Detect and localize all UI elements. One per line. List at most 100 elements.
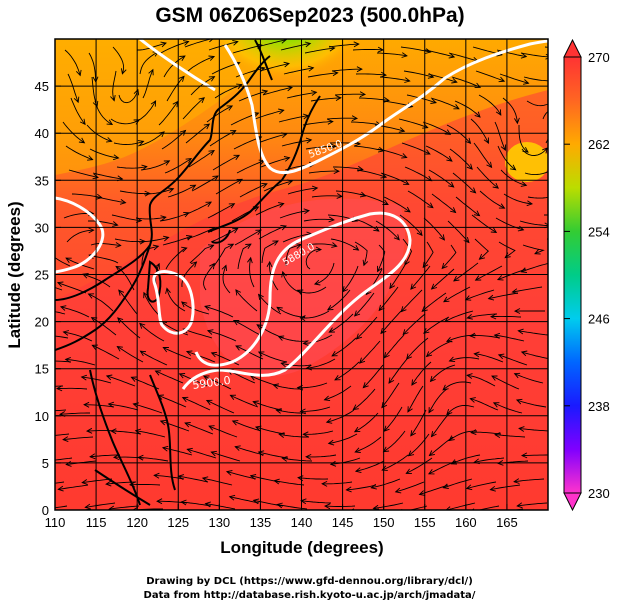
streamline-arrowhead — [326, 304, 334, 311]
streamline — [66, 229, 94, 243]
streamline — [306, 454, 337, 458]
streamline — [430, 97, 460, 110]
streamline — [398, 118, 428, 129]
streamline-arrowhead — [257, 293, 264, 300]
streamline-arrowhead — [553, 116, 558, 122]
streamline-arrowhead — [156, 498, 163, 505]
streamline — [381, 382, 400, 408]
streamline — [422, 241, 434, 268]
streamline — [55, 481, 65, 484]
streamline-arrowhead — [428, 450, 435, 457]
streamline — [163, 55, 186, 78]
streamline — [498, 241, 516, 258]
streamline-arrowhead — [327, 118, 334, 125]
streamline — [428, 388, 448, 413]
streamline-arrowhead — [232, 227, 239, 234]
streamline — [188, 150, 215, 168]
streamline-arrowhead — [354, 447, 361, 453]
streamline — [449, 148, 473, 170]
streamline-arrowhead — [381, 465, 388, 471]
streamline — [262, 86, 293, 96]
streamline — [473, 142, 492, 168]
streamline-arrowhead — [153, 472, 160, 479]
streamline-arrowhead — [393, 234, 400, 241]
streamline-arrowhead — [332, 70, 339, 77]
streamline-arrowhead — [57, 485, 64, 492]
streamline-arrowhead — [353, 41, 360, 48]
x-tick-label: 145 — [332, 515, 354, 530]
streamline — [479, 190, 505, 209]
streamline — [520, 52, 548, 58]
contour-west — [55, 196, 105, 274]
streamline — [298, 477, 329, 480]
credit-dcl: Drawing by DCL (https://www.gfd-dennou.o… — [146, 576, 473, 587]
y-tick-label: 20 — [35, 315, 49, 330]
streamline-arrowhead — [245, 243, 252, 250]
streamline-arrowhead — [478, 253, 486, 260]
streamline — [65, 358, 96, 366]
streamline-arrowhead — [315, 246, 323, 253]
streamline — [249, 257, 255, 288]
streamline — [467, 374, 496, 387]
streamline — [403, 70, 434, 78]
streamline-arrowhead — [520, 350, 528, 357]
streamline — [135, 430, 166, 438]
streamline-arrowhead — [345, 486, 352, 493]
streamline-arrowhead — [490, 227, 498, 234]
streamline-arrowhead — [89, 453, 96, 460]
streamline — [311, 195, 342, 198]
streamline-arrowhead — [209, 39, 214, 43]
streamline-arrowhead — [80, 374, 88, 381]
streamline-arrowhead — [178, 373, 186, 379]
streamline-arrowhead — [511, 288, 518, 295]
streamline-arrowhead — [85, 427, 93, 434]
streamline-arrowhead — [115, 265, 122, 272]
streamline-arrowhead — [198, 97, 205, 104]
streamline — [426, 340, 453, 357]
streamline-arrowhead — [474, 111, 481, 118]
streamline-arrowhead — [469, 332, 476, 339]
streamline — [452, 172, 476, 194]
streamline-arrowhead — [302, 431, 309, 438]
streamline — [521, 263, 548, 273]
streamline — [138, 456, 169, 462]
streamline — [342, 265, 359, 292]
streamline — [207, 330, 237, 342]
streamline — [475, 265, 503, 281]
streamline — [137, 131, 165, 147]
streamline-arrowhead — [221, 264, 228, 272]
streamline-arrowhead — [328, 216, 335, 223]
streamline-arrowhead — [210, 351, 218, 358]
streamline-arrowhead — [495, 109, 502, 116]
streamline — [331, 337, 357, 357]
streamline — [330, 238, 359, 251]
streamline — [55, 409, 67, 412]
streamline — [518, 330, 548, 336]
streamline — [238, 90, 268, 102]
streamline — [230, 394, 259, 408]
streamline — [423, 316, 450, 334]
streamline-arrowhead — [323, 503, 331, 510]
streamline-arrowhead — [445, 506, 451, 510]
streamline — [178, 475, 209, 483]
streamline-arrowhead — [418, 490, 426, 496]
streamline-arrowhead — [204, 501, 211, 508]
x-axis: 110 115 120 125 130 135 140 145 150 155 160 165 — [45, 504, 518, 530]
streamline-arrowhead — [421, 305, 428, 312]
streamline-arrowhead — [235, 345, 242, 351]
streamline-arrowhead — [163, 160, 171, 166]
streamline-arrowhead — [353, 310, 361, 317]
streamline-arrowhead — [513, 308, 521, 314]
streamline — [163, 347, 192, 360]
streamline — [88, 52, 97, 82]
streamline — [331, 68, 362, 72]
streamline-arrowhead — [378, 304, 385, 312]
streamline-arrowhead — [205, 399, 213, 406]
x-tick-label: 110 — [45, 515, 66, 530]
y-tick-label: 5 — [42, 456, 49, 471]
streamline-arrowhead — [152, 244, 160, 251]
streamline — [516, 399, 547, 408]
streamline-arrowhead — [55, 385, 63, 392]
streamline-arrowhead — [186, 447, 193, 454]
streamline — [448, 430, 478, 441]
